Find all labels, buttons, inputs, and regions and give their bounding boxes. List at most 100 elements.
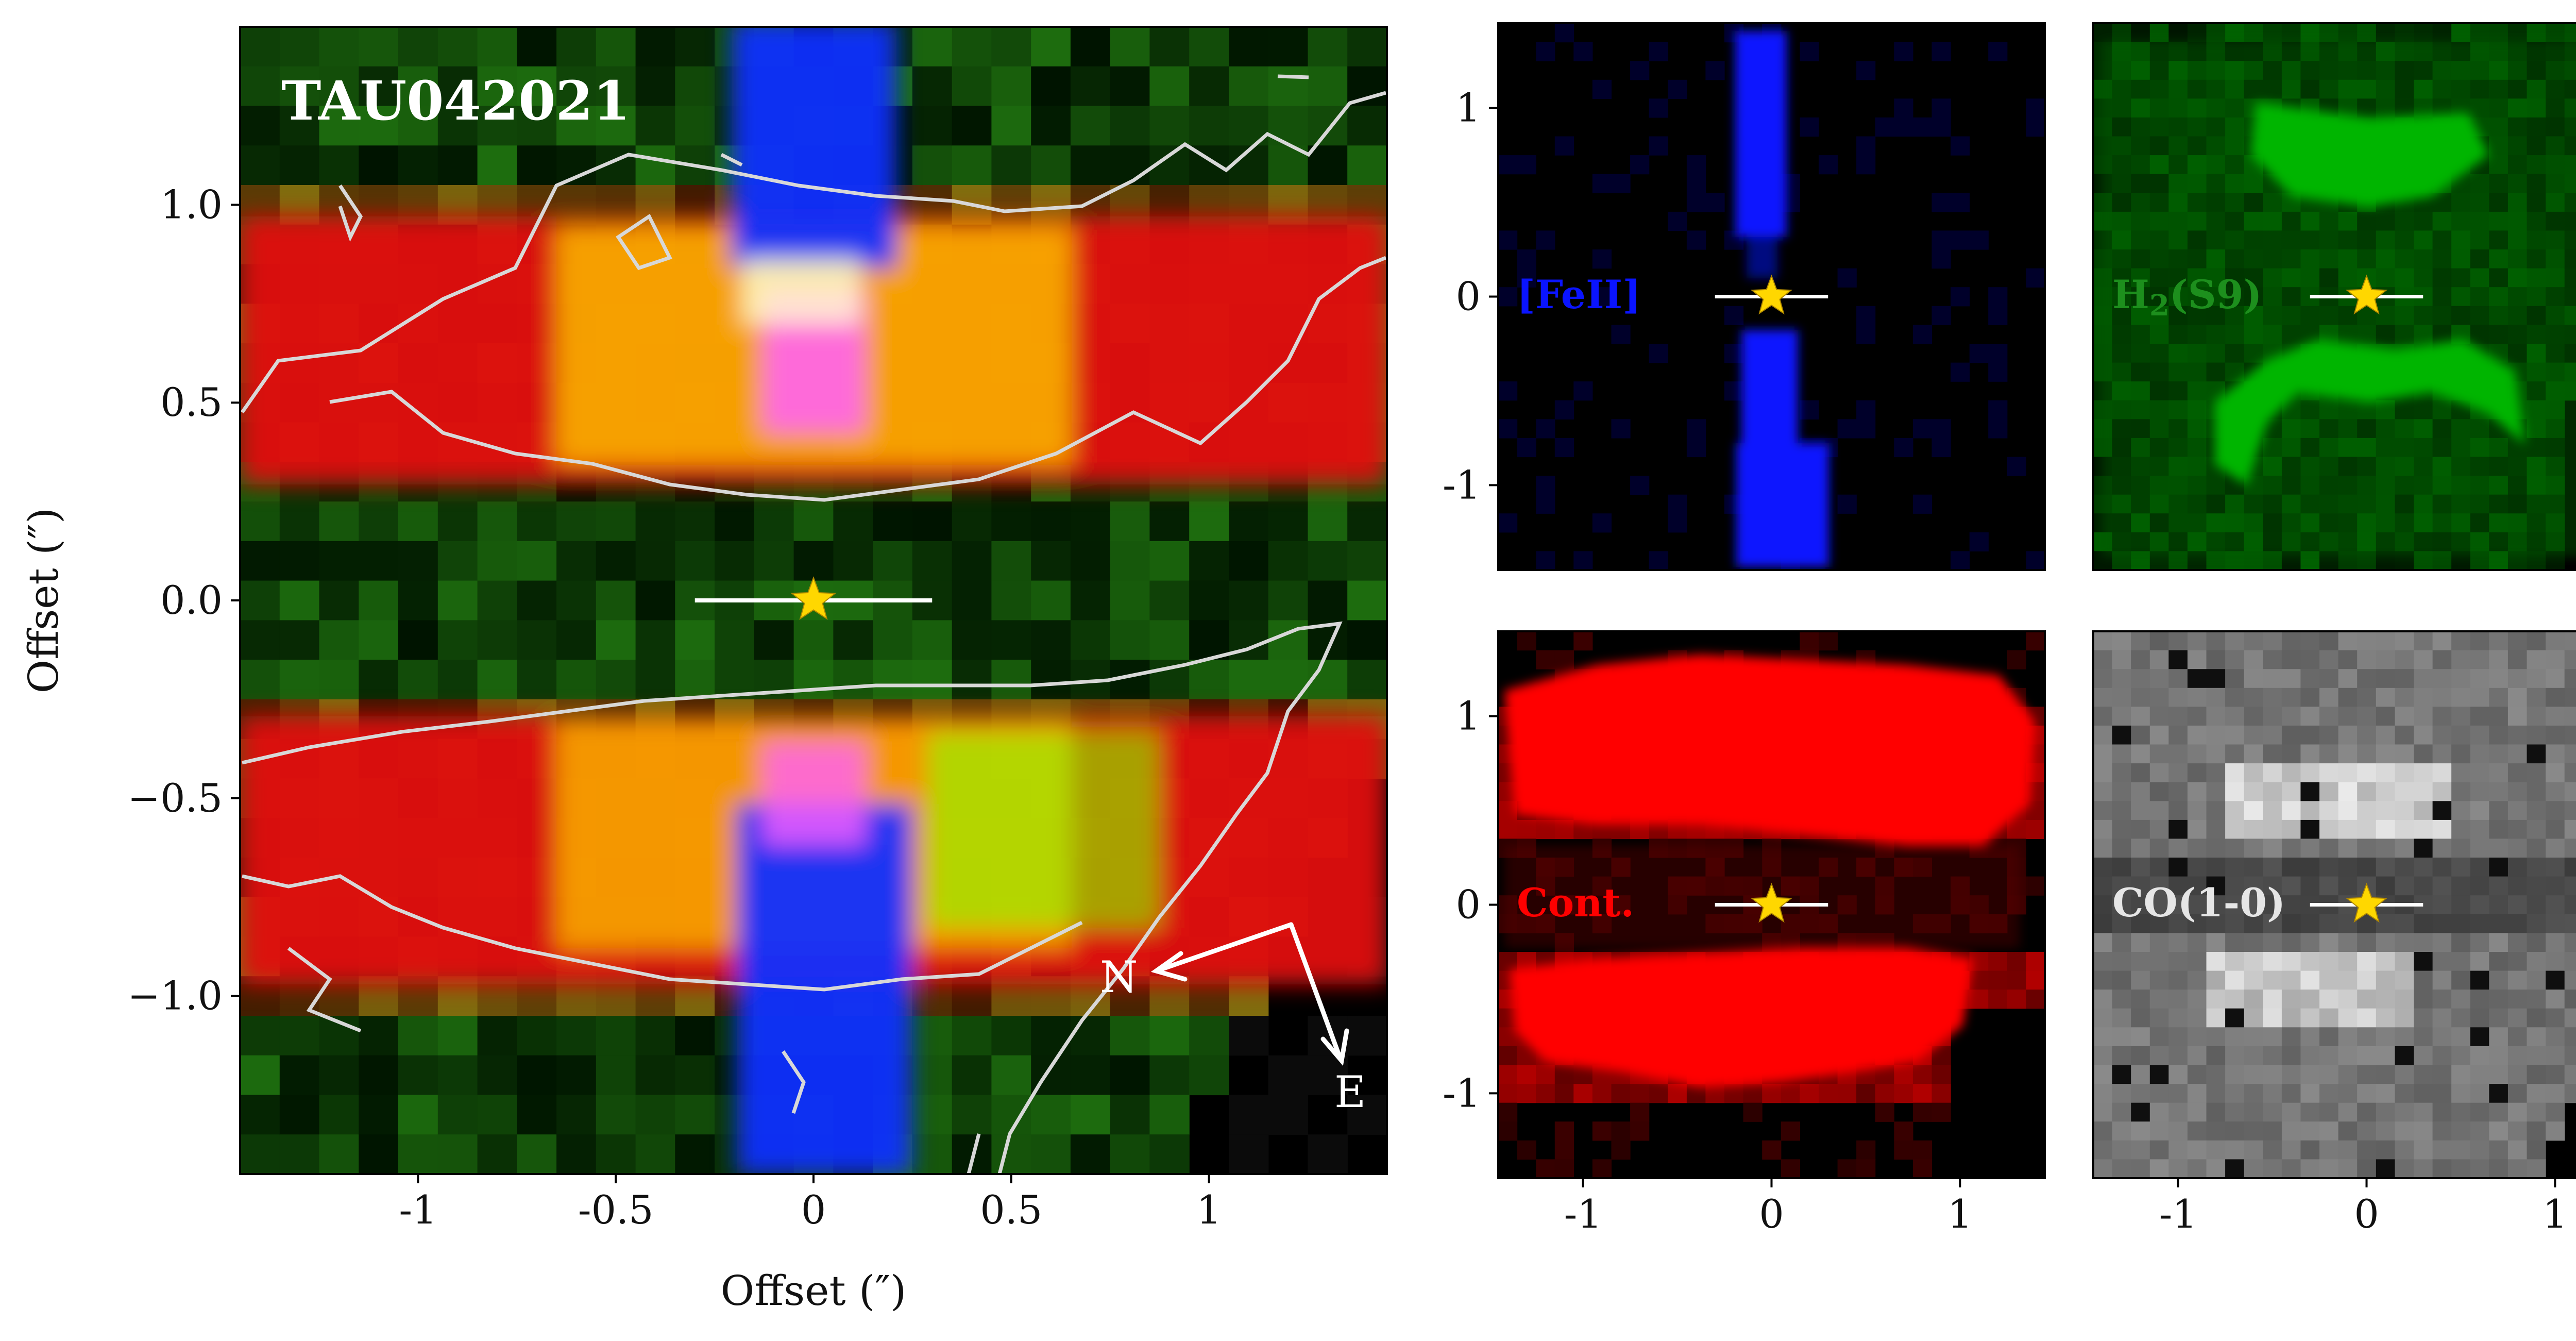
pixel [2112, 839, 2131, 858]
cont-star-marker [1715, 882, 1828, 923]
pixel [2263, 1102, 2282, 1122]
pixel [2281, 23, 2301, 43]
pixel [437, 106, 478, 146]
pixel [2507, 1027, 2528, 1047]
pixel [2564, 688, 2576, 707]
pixel [2149, 744, 2169, 764]
pixel [1912, 494, 1933, 514]
pixel [2432, 1159, 2452, 1178]
pixel [2300, 970, 2320, 990]
pixel [1762, 1140, 1782, 1160]
pixel [2470, 725, 2489, 745]
pixel [1031, 27, 1071, 67]
pixel [2112, 858, 2131, 877]
pixel [2395, 782, 2414, 801]
pixel [2376, 763, 2395, 783]
pixel [2395, 650, 2414, 669]
pixel [1149, 1134, 1190, 1174]
pixel [2300, 990, 2320, 1009]
pixel [2263, 763, 2282, 783]
feii-label: [FeII] [1517, 272, 1641, 317]
pixel [2300, 1140, 2320, 1160]
pixel [359, 145, 399, 186]
pixel [2168, 952, 2188, 971]
x-tick-label: 1 [2543, 1191, 2567, 1237]
pixel [2168, 1159, 2188, 1178]
pixel [240, 145, 280, 186]
pixel [2451, 1008, 2471, 1028]
pixel [2281, 1046, 2301, 1066]
pixel [2470, 990, 2489, 1009]
pixel [2263, 782, 2282, 801]
pixel [1686, 174, 1706, 193]
pixel [2244, 914, 2263, 933]
pixel [1517, 819, 1536, 840]
pixel [2338, 1121, 2358, 1141]
pixel [2281, 650, 2301, 669]
pixel [2093, 801, 2113, 820]
pixel [2338, 23, 2358, 43]
pixel [2489, 1027, 2509, 1047]
pixel [2527, 933, 2546, 952]
pixel [2414, 970, 2433, 990]
pixel [2507, 1008, 2528, 1028]
pixel [2281, 744, 2301, 764]
pixel [2395, 1140, 2414, 1160]
pixel [2112, 1084, 2131, 1103]
pixel [2507, 631, 2528, 651]
pixel [2300, 688, 2320, 707]
pixel [2338, 933, 2358, 952]
pixel [2026, 98, 2045, 118]
pixel [477, 106, 517, 146]
pixel [477, 66, 517, 107]
pixel [2564, 858, 2576, 877]
pixel [2319, 1065, 2339, 1084]
pixel [2263, 1046, 2282, 1066]
pixel [2225, 1121, 2245, 1141]
pixel [279, 66, 320, 107]
pixel [1912, 325, 1933, 344]
pixel [2451, 688, 2471, 707]
pixel [1517, 438, 1536, 458]
main-title: TAU042021 [281, 69, 630, 132]
star-icon [2345, 274, 2388, 315]
pixel [1931, 117, 1951, 137]
pixel [2300, 858, 2320, 877]
pixel [279, 1095, 320, 1135]
pixel [635, 1055, 675, 1096]
pixel [675, 66, 715, 107]
pixel [1856, 1084, 1876, 1103]
pixel [2149, 1084, 2169, 1103]
pixel [1649, 344, 1668, 363]
pixel [2546, 688, 2565, 707]
pixel [1031, 660, 1071, 700]
pixel [2357, 819, 2377, 840]
pixel [1070, 1016, 1111, 1056]
pixel [2376, 650, 2395, 669]
pixel [2149, 688, 2169, 707]
pixel [2319, 1140, 2339, 1160]
pixel [2432, 1046, 2452, 1066]
pixel [2546, 933, 2565, 952]
pixel [2225, 763, 2245, 783]
pixel [2168, 876, 2188, 896]
pixel [2225, 650, 2245, 669]
pixel [2206, 782, 2226, 801]
pixel [2112, 725, 2131, 745]
pixel [2300, 1027, 2320, 1047]
pixel [279, 1055, 320, 1096]
pixel [2338, 725, 2358, 745]
pixel [1498, 1027, 1518, 1047]
pixel [2149, 782, 2169, 801]
pixel [912, 1134, 953, 1174]
pixel [2263, 990, 2282, 1009]
pixel [2546, 895, 2565, 915]
pixel [2263, 23, 2282, 43]
pixel [2187, 725, 2207, 745]
pixel [2300, 669, 2320, 689]
pixel [1517, 249, 1536, 269]
pixel [1517, 1065, 1536, 1084]
x-tick-label: 0 [1759, 1191, 1784, 1237]
pixel [398, 580, 438, 621]
pixel [1517, 1140, 1536, 1160]
